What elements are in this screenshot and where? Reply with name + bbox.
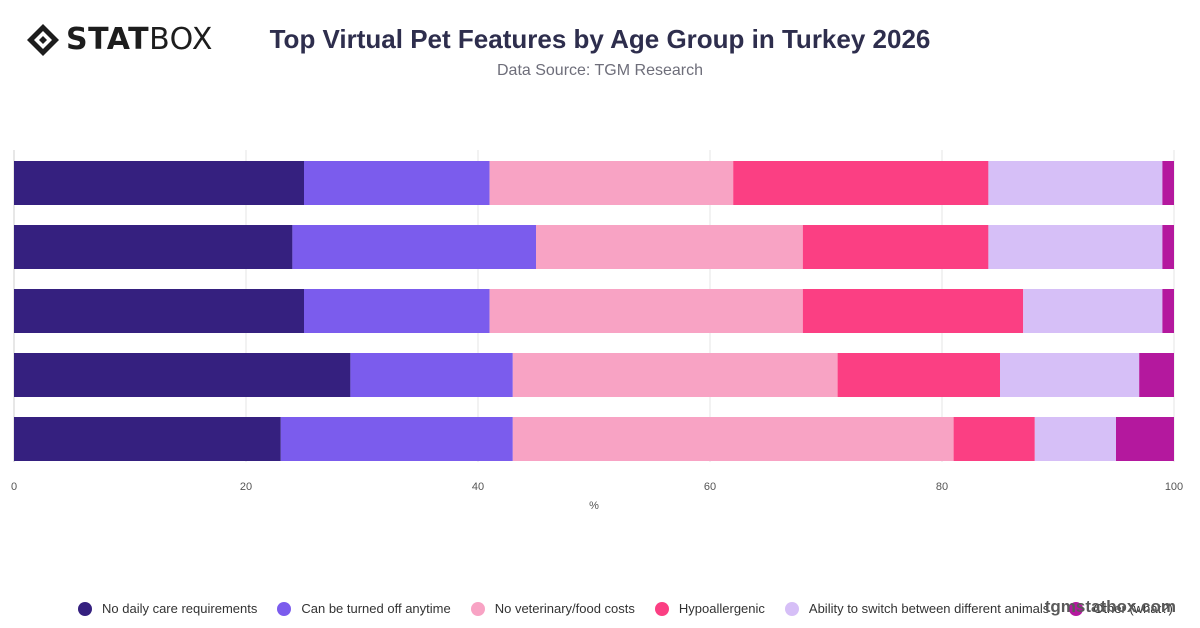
logo-wordmark: STATBOX [66, 22, 213, 57]
statbox-logo: STATBOX [26, 22, 213, 58]
x-tick-label: 20 [240, 481, 252, 493]
legend-label: No veterinary/food costs [494, 601, 635, 616]
bar-segment [350, 353, 513, 397]
bar-segment [14, 225, 293, 269]
bar-segment [988, 225, 1163, 269]
chart-subtitle: Data Source: TGM Research [496, 62, 703, 79]
bar-segment [304, 289, 490, 333]
legend-swatch [470, 601, 485, 616]
legend-swatch [654, 601, 669, 616]
bar-segment [988, 161, 1163, 205]
bar-segment [802, 225, 989, 269]
bar-segment [489, 161, 734, 205]
chart-title: Top Virtual Pet Features by Age Group in… [269, 24, 931, 54]
legend-swatch [1069, 601, 1084, 616]
bar-segment [512, 353, 838, 397]
bar-segment [14, 161, 304, 205]
legend-label: Ability to switch between different anim… [808, 601, 1050, 616]
bar-segment [837, 353, 1000, 397]
bar-segment [953, 417, 1035, 461]
bar-segment [1034, 417, 1116, 461]
watermark: tgmstatbox.com [1044, 597, 1176, 616]
bar-segment [14, 417, 281, 461]
x-axis-label: % [589, 500, 599, 512]
legend-item[interactable]: Other (what?) [1069, 601, 1173, 616]
stacked-bar-chart: 0 20 40 60 80 100% [11, 150, 1183, 512]
bar-segment [489, 289, 803, 333]
bar-segment [1116, 417, 1174, 461]
legend-label: Can be turned off anytime [301, 601, 451, 616]
bar-segment [1000, 353, 1140, 397]
legend-swatch [78, 601, 92, 616]
legend-label: Other (what?) [1093, 601, 1173, 616]
legend-swatch [277, 601, 292, 616]
bar-segment [536, 225, 803, 269]
x-tick-label: 40 [472, 481, 484, 493]
x-tick-label: 80 [936, 481, 948, 493]
bar-segment [304, 161, 490, 205]
bar-segment [1139, 353, 1174, 397]
bar-segment [292, 225, 536, 269]
x-tick-label: 60 [704, 481, 716, 493]
bar-segment [802, 289, 1024, 333]
legend-item[interactable]: No veterinary/food costs [470, 601, 635, 616]
legend-label: No daily care requirements [102, 601, 258, 616]
x-tick-label: 0 [11, 481, 17, 493]
bar-segment [1162, 161, 1174, 205]
diamond-logo-icon [27, 24, 59, 56]
bar-segment [14, 353, 351, 397]
legend-item[interactable]: No daily care requirements [78, 601, 257, 616]
bar-segment [512, 417, 954, 461]
legend-item[interactable]: Can be turned off anytime [277, 601, 451, 616]
bar-segment [14, 289, 304, 333]
bar-segment [1023, 289, 1163, 333]
bar-segment [1162, 289, 1174, 333]
legend-item[interactable]: Ability to switch between different anim… [784, 601, 1050, 616]
legend-label: Hypoallergenic [678, 601, 765, 616]
chart-legend: No daily care requirements Can be turned … [78, 601, 1193, 616]
legend-swatch [784, 601, 799, 616]
bar-segment [280, 417, 513, 461]
x-tick-label: 100 [1165, 481, 1183, 493]
bar-segment [733, 161, 989, 205]
legend-item[interactable]: Hypoallergenic [654, 601, 765, 616]
bar-segment [1162, 225, 1174, 269]
